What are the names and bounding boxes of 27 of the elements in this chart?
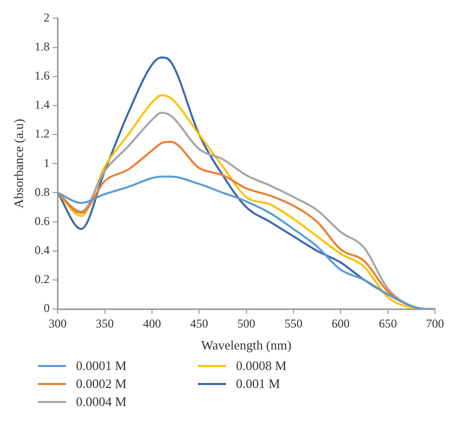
x-axis-title: Wavelength (nm) <box>201 338 292 353</box>
y-tick-label: 1.2 <box>34 126 50 141</box>
y-tick-label: 2 <box>44 10 50 24</box>
y-tick-label: 1.6 <box>34 68 50 83</box>
x-tick-label: 650 <box>378 316 397 330</box>
x-tick-label: 600 <box>332 316 350 330</box>
y-tick-label: 0.4 <box>34 242 50 257</box>
legend-label: 0.0004 M <box>76 394 127 410</box>
y-tick-label: 1.8 <box>34 39 50 54</box>
y-axis-title: Absorbance (a.u) <box>11 118 26 208</box>
legend-label: 0.0008 M <box>236 358 287 374</box>
x-tick-label: 400 <box>142 316 161 330</box>
legend-label: 0.0002 M <box>76 376 127 392</box>
y-tick-label: 0 <box>44 301 50 316</box>
legend-label: 0.001 M <box>236 376 280 392</box>
x-tick-label: 350 <box>96 316 114 330</box>
y-tick-label: 1 <box>44 156 50 170</box>
y-tick-label: 0.6 <box>34 214 50 228</box>
x-tick-label: 700 <box>426 316 444 330</box>
x-tick-label: 300 <box>48 316 67 330</box>
x-tick-label: 450 <box>190 316 208 330</box>
y-tick-label: 0.8 <box>34 184 50 199</box>
legend-label: 0.0001 M <box>76 358 127 374</box>
x-tick-label: 550 <box>284 316 302 330</box>
x-tick-label: 500 <box>237 316 256 330</box>
y-tick-label: 1.4 <box>34 98 50 112</box>
y-tick-label: 0.2 <box>34 272 50 286</box>
